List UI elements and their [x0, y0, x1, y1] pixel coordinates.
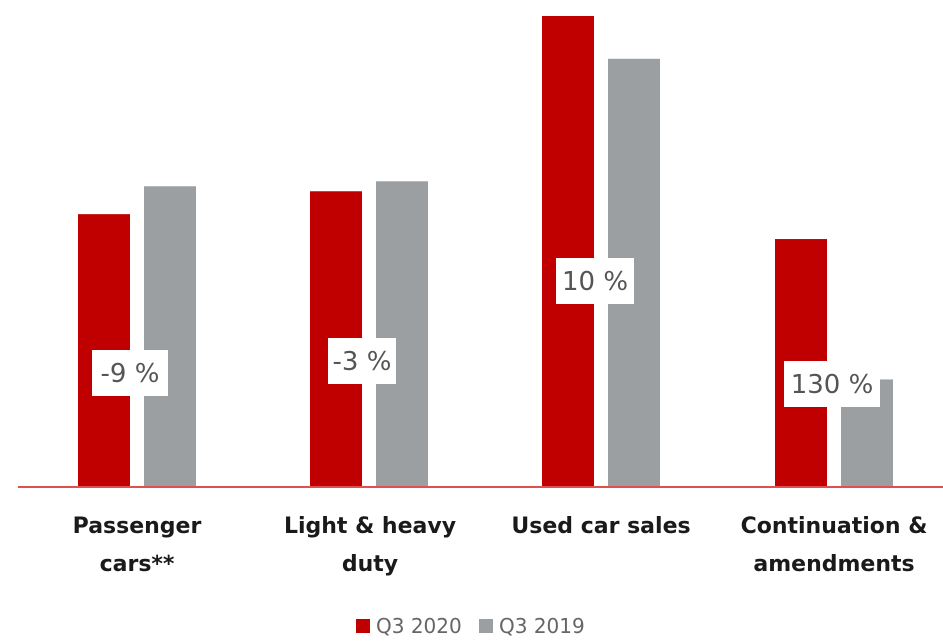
bar-q3-2019-0 — [144, 186, 196, 487]
legend-swatch-q3-2020 — [356, 619, 370, 633]
change-annotation-box-2 — [556, 258, 634, 304]
category-label-3-line-1: amendments — [753, 552, 914, 577]
bars-group — [78, 15, 893, 488]
category-label-0-line-0: Passenger — [73, 514, 202, 539]
category-label-1-line-1: duty — [342, 552, 398, 577]
bar-q3-2019-1 — [376, 181, 428, 487]
change-annotation-text-0: -9 % — [101, 359, 160, 389]
legend: Q3 2020 Q3 2019 — [356, 614, 585, 638]
change-annotation-box-3 — [784, 361, 880, 407]
change-annotation-text-3: 130 % — [791, 370, 874, 400]
legend-swatch-q3-2019 — [479, 619, 493, 633]
category-label-2-line-0: Used car sales — [511, 514, 690, 539]
legend-label-q3-2020: Q3 2020 — [376, 614, 462, 638]
category-label-3-line-0: Continuation & — [741, 514, 928, 539]
legend-label-q3-2019: Q3 2019 — [499, 614, 585, 638]
change-annotation-box-1 — [328, 338, 396, 384]
change-annotation-box-0 — [92, 350, 168, 396]
change-annotations: -9 % -3 % 10 % 130 % — [92, 258, 880, 407]
category-label-1-line-0: Light & heavy — [284, 514, 456, 539]
change-annotation-text-2: 10 % — [562, 267, 628, 297]
category-label-0-line-1: cars** — [100, 552, 175, 577]
category-labels: Passenger cars** Light & heavy duty Used car… — [73, 514, 928, 577]
bar-q3-2020-2 — [542, 15, 594, 488]
change-annotation-text-1: -3 % — [333, 347, 392, 377]
